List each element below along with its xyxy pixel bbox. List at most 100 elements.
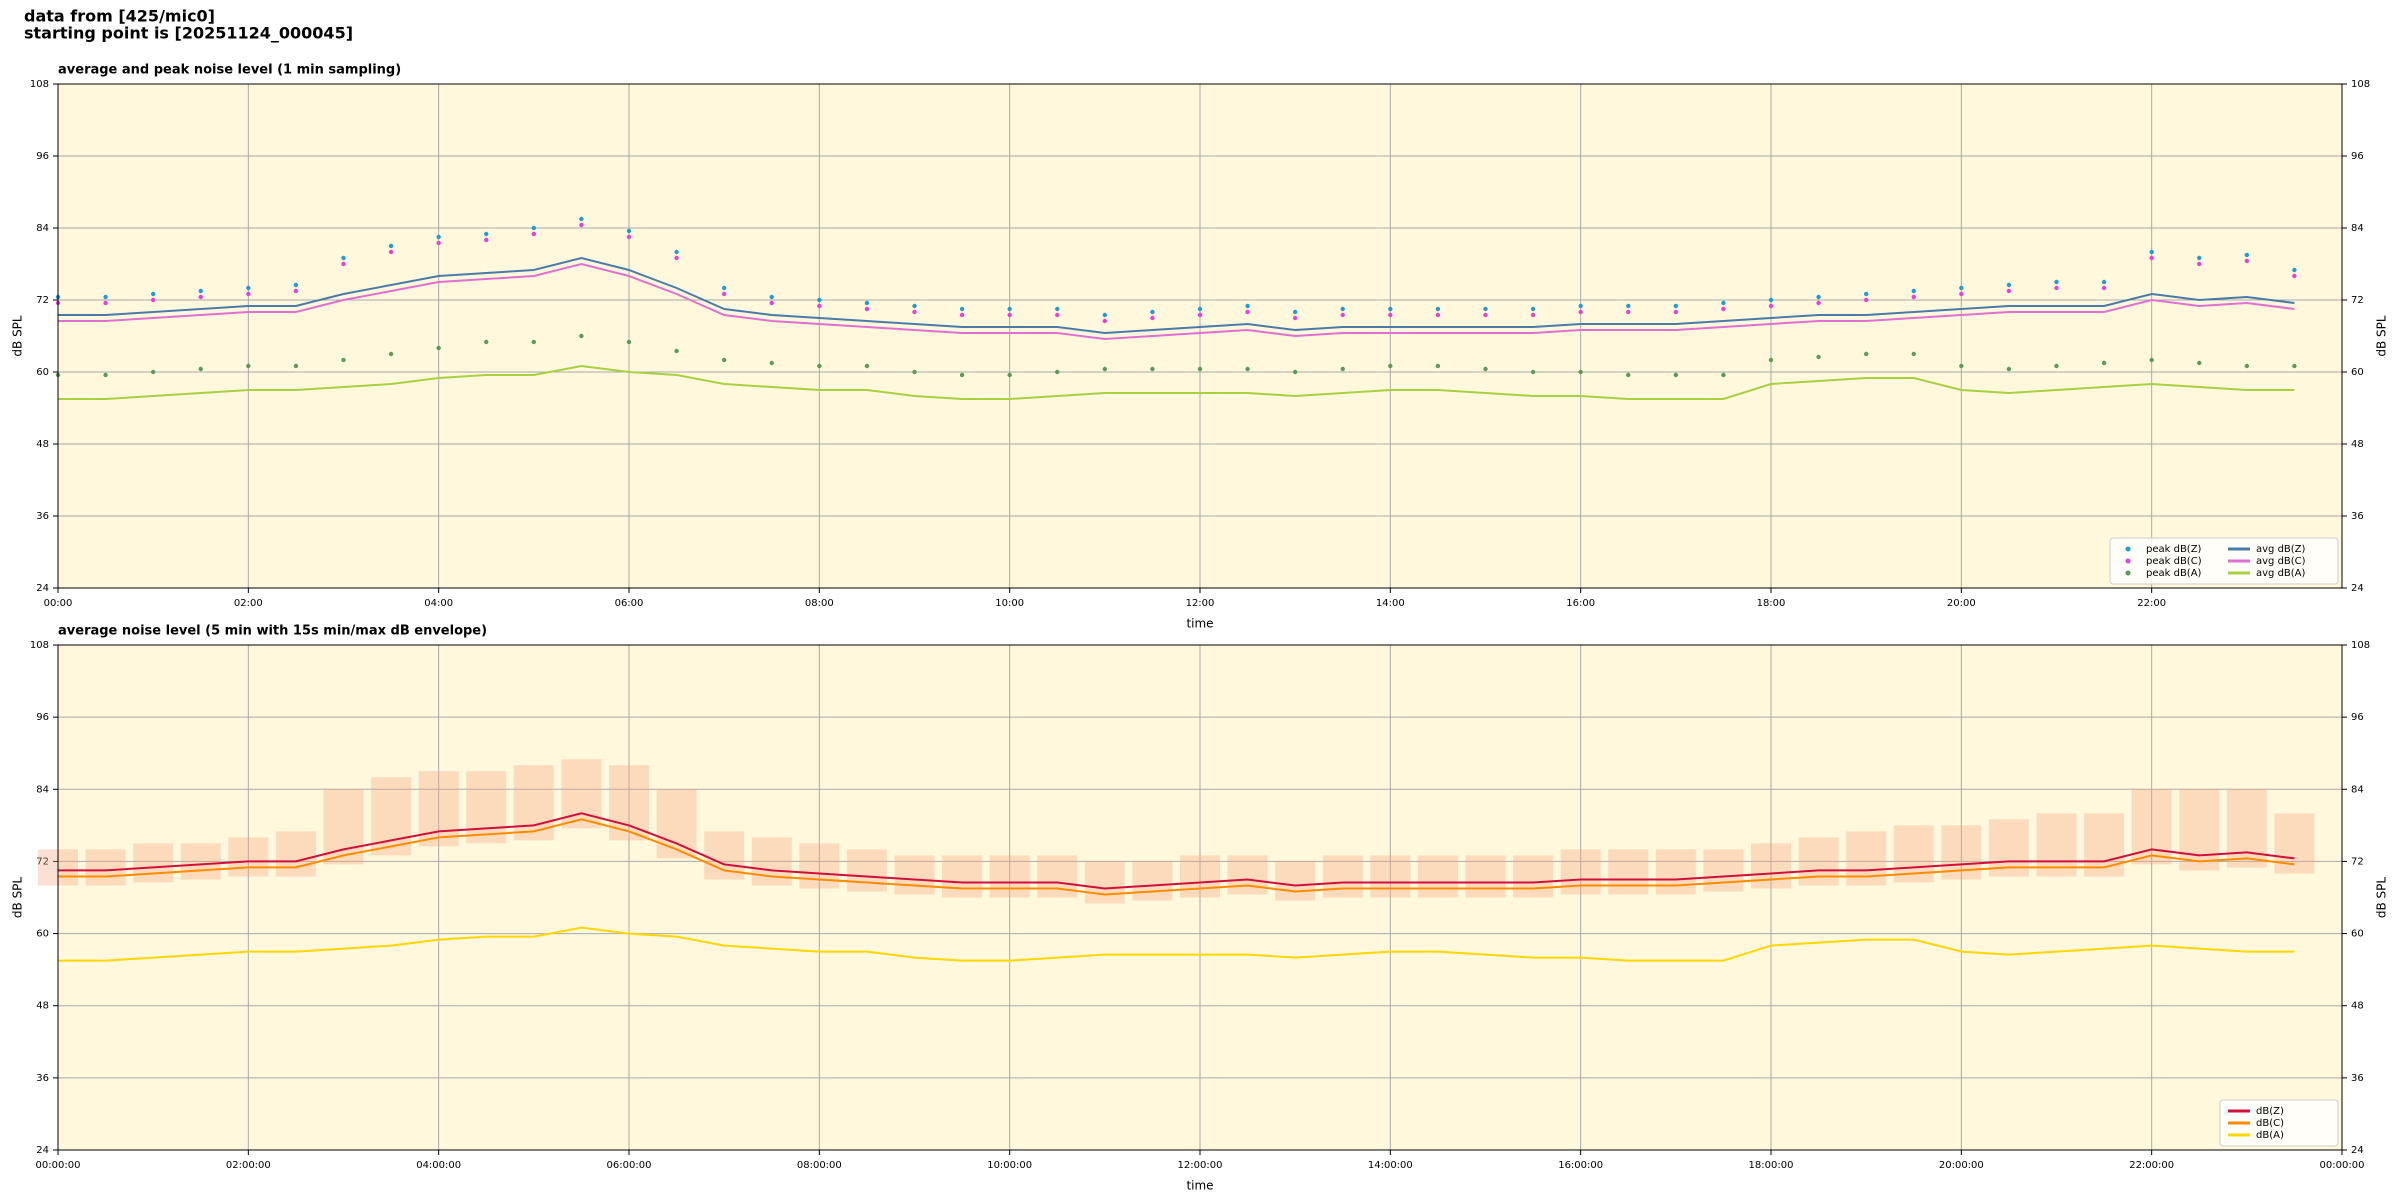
y-tick-label: 60 [2351, 929, 2364, 940]
x-tick-label: 12:00:00 [1178, 1160, 1223, 1171]
y-tick-label: 72 [2351, 295, 2364, 306]
peak-point [198, 366, 203, 372]
peak-point [531, 339, 537, 345]
peak-point [579, 222, 584, 228]
peak-point [484, 237, 489, 243]
y-tick-label: 24 [2351, 583, 2364, 594]
peak-point [1007, 372, 1012, 378]
y-tick-label: 48 [36, 439, 49, 450]
peak-point [1292, 315, 1298, 321]
peak-point [721, 285, 727, 291]
peak-point [1816, 354, 1821, 360]
peak-point [1245, 303, 1250, 309]
peak-point [2197, 255, 2202, 261]
peak-point [1007, 312, 1012, 318]
peak-point [959, 312, 965, 318]
peak-point [150, 291, 156, 297]
peak-point [1911, 351, 1916, 357]
x-tick-label: 10:00 [995, 598, 1024, 609]
peak-point [721, 357, 727, 363]
x-tick-label: 08:00:00 [797, 1160, 842, 1171]
y-tick-label: 72 [2351, 856, 2364, 867]
peak-point [579, 216, 584, 222]
chart: average and peak noise level (1 min samp… [11, 63, 2389, 631]
peak-point [1340, 312, 1345, 318]
y-axis-label: dB SPL [11, 877, 25, 919]
peak-point [388, 243, 394, 249]
peak-point [1626, 372, 1631, 378]
peak-point [1483, 306, 1488, 312]
peak-point [1673, 303, 1679, 309]
peak-point [1150, 309, 1155, 315]
peak-point [1197, 312, 1203, 318]
legend-swatch [2125, 570, 2131, 576]
y-tick-label: 84 [36, 223, 49, 234]
peak-point [1102, 312, 1108, 318]
peak-point [2006, 288, 2012, 294]
peak-point [674, 249, 679, 255]
peak-point [436, 240, 441, 246]
legend-swatch [2125, 546, 2131, 552]
peak-point [1578, 369, 1583, 375]
peak-point [1673, 309, 1679, 315]
peak-point [2054, 363, 2059, 369]
peak-point [1292, 309, 1298, 315]
peak-point [674, 255, 679, 261]
x-tick-label: 12:00 [1186, 598, 1215, 609]
x-tick-label: 16:00:00 [1558, 1160, 1603, 1171]
peak-point [198, 294, 203, 300]
x-tick-label: 02:00 [234, 598, 263, 609]
peak-point [959, 372, 965, 378]
y-axis-label: dB SPL [11, 315, 25, 357]
peak-point [246, 285, 251, 291]
peak-point [1435, 312, 1441, 318]
peak-point [1626, 303, 1631, 309]
peak-point [1007, 306, 1012, 312]
x-tick-label: 14:00 [1376, 598, 1405, 609]
peak-point [1721, 300, 1726, 306]
peak-point [1102, 366, 1108, 372]
peak-point [626, 228, 632, 234]
y-tick-label: 108 [30, 640, 49, 651]
peak-point [198, 288, 203, 294]
peak-point [1055, 312, 1060, 318]
peak-point [769, 360, 774, 366]
peak-point [769, 300, 774, 306]
x-axis-label: time [1186, 617, 1213, 631]
peak-point [2244, 258, 2250, 264]
peak-point [1863, 351, 1869, 357]
peak-point [531, 225, 537, 231]
peak-point [1816, 294, 1821, 300]
peak-point [1959, 363, 1964, 369]
peak-point [1055, 306, 1060, 312]
y-tick-label: 84 [2351, 784, 2364, 795]
peak-point [817, 363, 822, 369]
peak-point [2149, 249, 2154, 255]
x-tick-label: 02:00:00 [226, 1160, 271, 1171]
peak-point [1578, 309, 1583, 315]
plot-frame [57, 644, 2343, 1151]
y-tick-label: 36 [36, 1073, 49, 1084]
peak-point [1055, 369, 1060, 375]
x-tick-label: 22:00:00 [2129, 1160, 2174, 1171]
x-tick-label: 00:00:00 [36, 1160, 81, 1171]
x-tick-label: 04:00 [424, 598, 453, 609]
y-tick-label: 108 [2351, 79, 2370, 90]
peak-point [484, 231, 489, 237]
x-tick-label: 04:00:00 [416, 1160, 461, 1171]
peak-point [1483, 312, 1488, 318]
x-tick-label: 16:00 [1566, 598, 1595, 609]
header-line: starting point is [20251124_000045] [24, 24, 353, 43]
peak-point [2292, 363, 2297, 369]
legend-label: peak dB(C) [2146, 556, 2202, 567]
peak-point [1578, 303, 1583, 309]
legend-swatch [2125, 558, 2131, 564]
peak-point [2244, 363, 2250, 369]
legend-label: avg dB(A) [2256, 568, 2306, 579]
peak-point [1435, 363, 1441, 369]
peak-point [1911, 294, 1916, 300]
peak-point [293, 363, 299, 369]
peak-point [1340, 306, 1345, 312]
y-tick-label: 84 [2351, 223, 2364, 234]
y-tick-label: 96 [36, 712, 49, 723]
